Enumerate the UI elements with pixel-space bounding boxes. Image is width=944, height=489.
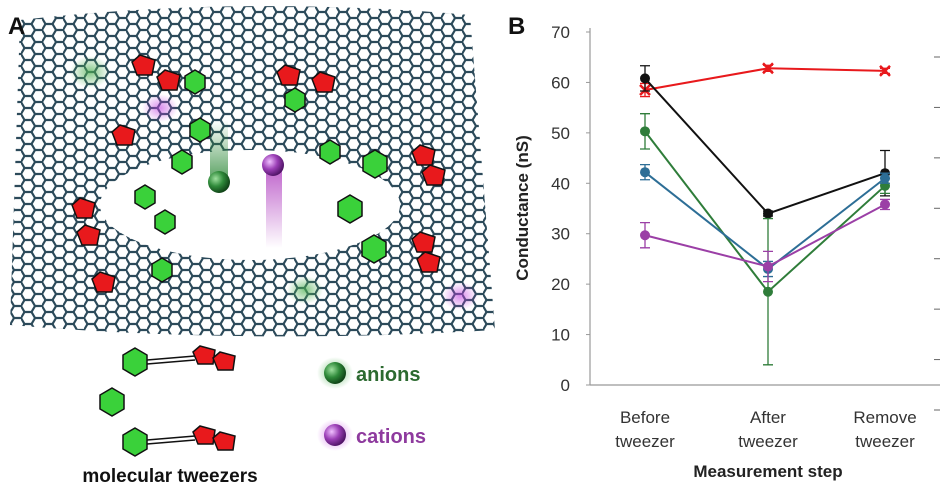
marker — [763, 261, 773, 271]
y-tick-label: 70 — [551, 23, 570, 42]
glow — [287, 276, 323, 304]
legend-cations: cations — [356, 426, 426, 448]
y-tick-label: 30 — [551, 225, 570, 244]
y-axis-label: Conductance (nS) — [513, 135, 532, 280]
x-axis-label: Measurement step — [693, 462, 842, 481]
marker — [880, 199, 890, 209]
legend-pentagons — [193, 346, 235, 450]
caption: molecular tweezers — [82, 466, 257, 484]
legend-anions: anions — [356, 364, 420, 386]
cation-beam — [266, 168, 282, 248]
anion — [208, 171, 230, 193]
y-tick-label: 0 — [561, 376, 570, 395]
y-tick-label: 50 — [551, 124, 570, 143]
series-line — [645, 172, 885, 269]
panel-label: B — [508, 13, 525, 40]
series-line — [645, 78, 885, 213]
panel-a: anions cations molecular tweezers A — [8, 6, 495, 484]
anion-icon — [324, 362, 346, 384]
cation — [262, 154, 284, 176]
panel-label: A — [8, 13, 25, 40]
glow — [70, 56, 110, 88]
y-tick-label: 20 — [551, 275, 570, 294]
y-tick-label: 40 — [551, 174, 570, 193]
cation-icon — [324, 424, 346, 446]
marker — [763, 287, 773, 297]
legend-alkynes — [147, 356, 195, 444]
marker — [640, 230, 650, 240]
glow — [142, 94, 178, 122]
marker — [640, 126, 650, 136]
marker — [880, 173, 890, 183]
marker — [763, 209, 773, 219]
figure: anions cations molecular tweezers A B Me… — [0, 0, 944, 484]
glow — [442, 282, 478, 310]
marker — [640, 73, 650, 83]
y-tick-label: 10 — [551, 326, 570, 345]
marker — [640, 167, 650, 177]
y-tick-label: 60 — [551, 73, 570, 92]
legend-tweezer — [100, 348, 147, 456]
